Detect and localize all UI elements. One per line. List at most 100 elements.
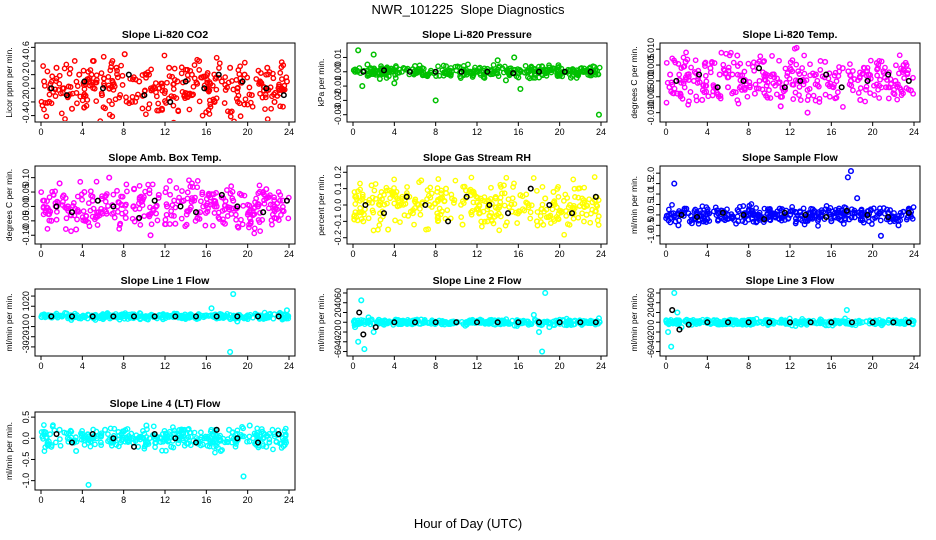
data-point (683, 316, 690, 323)
cloud-point (525, 74, 531, 80)
data-point (530, 311, 537, 318)
cloud-point (66, 430, 73, 436)
y-tick-label: 0.01 (333, 49, 343, 67)
reference-point (546, 201, 553, 209)
data-point (525, 201, 532, 209)
cloud-point (514, 220, 521, 226)
cloud-point (182, 95, 188, 102)
cloud-point (761, 205, 768, 212)
cloud-point (92, 216, 98, 223)
cloud-point (43, 113, 50, 120)
cloud-point (375, 226, 381, 233)
cloud-point (722, 217, 728, 224)
reference-point (99, 85, 107, 92)
cloud-point (745, 60, 752, 67)
reference-point (201, 85, 208, 92)
cloud-point (155, 194, 162, 201)
data-point (56, 426, 63, 433)
data-point (517, 192, 524, 199)
cloud-point (268, 105, 275, 112)
cloud-point (376, 222, 383, 228)
data-point (155, 191, 162, 198)
cloud-point (888, 81, 894, 87)
cloud-point (164, 79, 170, 86)
x-tick-label: 12 (472, 249, 482, 259)
cloud-point (411, 205, 418, 211)
data-point (41, 197, 48, 204)
cloud-point (792, 323, 799, 329)
y-tick-label: 10 (21, 301, 31, 311)
cloud-point (551, 322, 558, 328)
data-point (668, 343, 675, 350)
cloud-point (202, 222, 209, 229)
cloud-point (271, 208, 278, 215)
reference-point (283, 197, 290, 204)
data-point (745, 207, 752, 214)
data-point (257, 78, 264, 85)
data-point (56, 180, 63, 187)
cloud-point (87, 207, 94, 214)
cloud-point (816, 95, 823, 102)
cloud-point (801, 70, 808, 77)
data-point (830, 84, 837, 91)
x-tick-label: 4 (80, 249, 85, 259)
x-tick-label: 16 (201, 127, 211, 137)
data-point (892, 77, 899, 84)
points-layer (663, 290, 917, 350)
cloud-point (863, 86, 869, 93)
cloud-point (859, 70, 866, 77)
cloud-point (867, 57, 874, 64)
cloud-point (280, 103, 286, 110)
cloud-point (171, 119, 176, 121)
cloud-point (218, 194, 225, 201)
reference-point (172, 313, 179, 320)
cloud-point (391, 176, 398, 183)
cloud-point (555, 215, 561, 222)
cloud-point (375, 71, 382, 77)
cloud-point (458, 202, 464, 208)
panel-4: Slope Amb. Box Temp. 0 4 8 12 16 20 24 -0.10-0.0… (4, 152, 296, 259)
y-tick-label: -40 (333, 335, 343, 348)
cloud-point (233, 77, 240, 83)
cloud-point (862, 98, 869, 105)
cloud-point (202, 210, 209, 216)
reference-point (130, 443, 138, 450)
data-point (393, 188, 400, 195)
data-point (716, 71, 723, 78)
x-tick-label: 0 (38, 249, 43, 259)
cloud-point (107, 67, 114, 74)
y-tick-label: 0.5 (646, 198, 656, 211)
reference-point (704, 319, 711, 326)
cloud-point (206, 97, 213, 104)
cloud-point (161, 52, 168, 59)
cloud-point (514, 66, 521, 73)
cloud-point (528, 202, 535, 209)
cloud-point (496, 227, 503, 234)
cloud-point (406, 193, 413, 200)
cloud-point (554, 186, 561, 192)
reference-point (828, 319, 835, 326)
data-point (682, 58, 689, 65)
y-tick-label: -20 (333, 326, 343, 339)
cloud-point (392, 217, 398, 224)
cloud-point (450, 200, 457, 206)
reference-point (89, 313, 96, 320)
cloud-point (255, 67, 262, 74)
y-tick-label: 0 (333, 320, 343, 325)
cloud-point (251, 204, 258, 211)
y-axis-label: ml/min per min. (316, 293, 326, 351)
cloud-point (163, 431, 169, 438)
data-point (546, 64, 553, 71)
reference-point (167, 98, 174, 105)
cloud-point (185, 434, 192, 441)
reference-point (94, 197, 101, 204)
x-tick-label: 12 (160, 361, 170, 371)
cloud-point (711, 60, 718, 66)
data-point (196, 57, 203, 65)
data-point (838, 318, 845, 325)
data-point (278, 85, 285, 92)
cloud-point (787, 59, 794, 66)
reference-point (275, 313, 282, 320)
reference-point (254, 439, 262, 446)
data-point (869, 216, 876, 223)
